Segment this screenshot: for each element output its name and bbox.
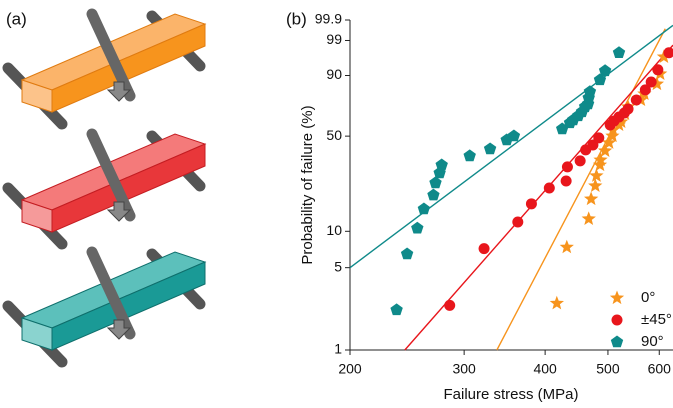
data-point — [645, 76, 657, 88]
x-tick-label: 200 — [338, 361, 362, 377]
y-tick-label: 99 — [326, 31, 342, 47]
data-point — [549, 295, 564, 310]
data-point — [427, 188, 440, 201]
data-point — [598, 64, 612, 77]
data-point — [400, 247, 414, 260]
data-point — [630, 94, 642, 106]
data-point — [605, 128, 620, 143]
x-tick-label: 500 — [596, 361, 620, 377]
data-point — [663, 47, 673, 59]
data-point — [592, 157, 608, 172]
x-tick-label: 300 — [452, 361, 476, 377]
data-point — [593, 73, 607, 86]
plot: 1 5 10 50 90 99 99.9 200 300 400 500 600 0° ±45° 90° — [315, 11, 673, 377]
data-point — [525, 198, 537, 210]
data-point — [588, 178, 603, 192]
data-point — [435, 158, 448, 171]
y-tick-label: 99.9 — [315, 11, 342, 27]
data-point — [639, 84, 651, 96]
data-point — [622, 103, 634, 115]
data-point — [583, 85, 597, 98]
data-point — [463, 149, 476, 162]
data-point — [574, 155, 586, 167]
y-tick-label: 50 — [326, 127, 342, 143]
y-axis-label: Probability of failure (%) — [299, 105, 316, 264]
data-point — [512, 216, 524, 228]
data-point — [444, 299, 456, 311]
panel-label: (b) — [286, 9, 307, 28]
panel-label: (a) — [6, 9, 27, 28]
data-point — [429, 176, 442, 189]
y-tick-label: 5 — [334, 258, 342, 274]
beam-illustration — [8, 8, 207, 362]
legend-label: 90° — [641, 333, 664, 350]
data-point — [560, 175, 572, 187]
data-point — [561, 161, 573, 173]
data-point — [598, 143, 613, 157]
y-tick-label: 1 — [334, 341, 342, 357]
x-tick-label: 600 — [648, 361, 672, 377]
data-point — [593, 132, 605, 144]
legend-marker — [611, 314, 623, 326]
data-point — [417, 202, 430, 215]
data-point — [507, 129, 521, 142]
x-tick-label: 400 — [533, 361, 557, 377]
data-point — [601, 135, 617, 149]
fit-line — [349, 24, 673, 269]
y-tick-label: 10 — [326, 222, 342, 238]
legend-label: ±45° — [641, 311, 672, 328]
legend-label: 0° — [641, 289, 655, 306]
data-point — [656, 49, 672, 63]
data-point — [390, 303, 403, 316]
data-point — [543, 182, 555, 194]
legend-marker — [609, 290, 625, 305]
data-point — [483, 142, 497, 155]
data-point — [652, 64, 664, 76]
legend-marker — [610, 335, 624, 348]
data-point — [584, 191, 599, 206]
data-point — [556, 122, 569, 135]
fit-line — [404, 44, 673, 351]
data-point — [559, 239, 574, 254]
data-point — [649, 76, 664, 91]
data-point — [593, 152, 608, 167]
data-point — [581, 211, 596, 225]
data-point — [589, 168, 604, 182]
data-point — [612, 46, 626, 58]
data-point — [411, 221, 424, 234]
x-axis-label: Failure stress (MPa) — [443, 386, 578, 403]
data-point — [478, 243, 490, 255]
y-tick-label: 90 — [326, 66, 342, 82]
fit-line — [496, 28, 666, 351]
